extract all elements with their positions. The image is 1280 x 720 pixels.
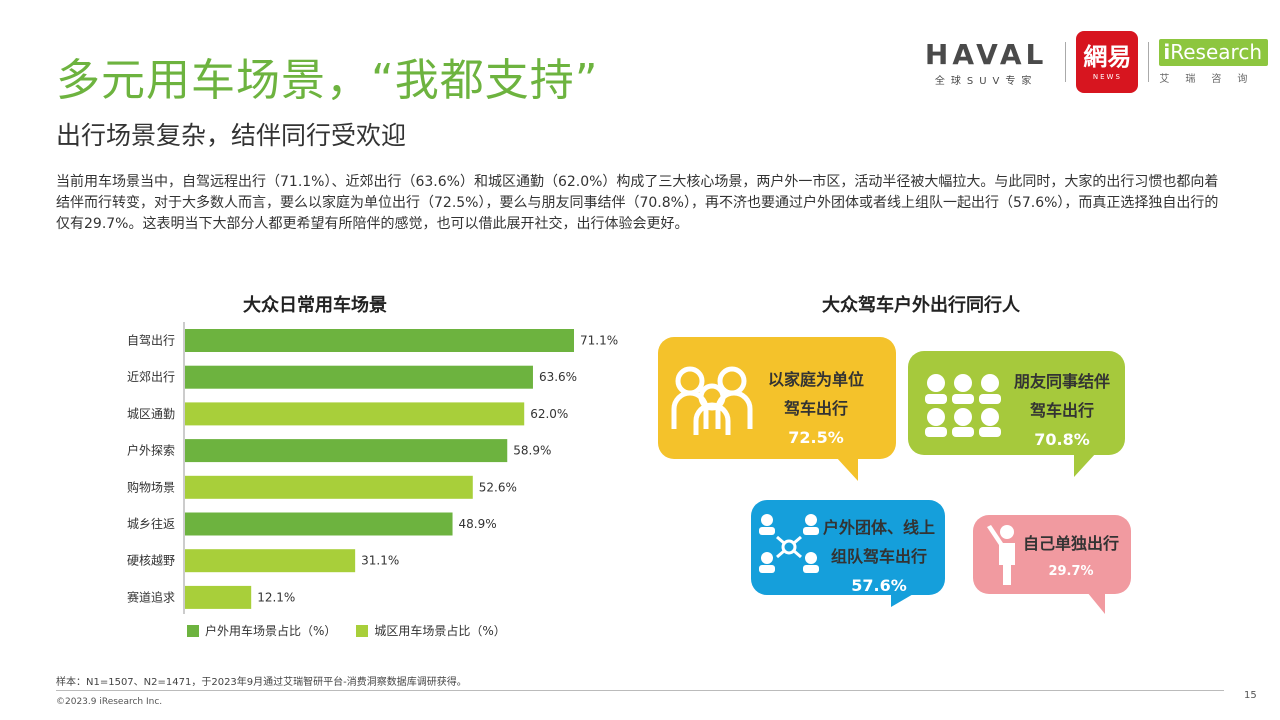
bar-chart-legend: 户外用车场景占比（%） 城区用车场景占比（%） bbox=[187, 622, 526, 639]
copyright-text: ©2023.9 iResearch Inc. bbox=[56, 697, 163, 707]
bar-category-label: 硬核越野 bbox=[127, 554, 175, 568]
iresearch-logo: iResearch 艾瑞咨询 bbox=[1155, 39, 1268, 85]
bubble-tail bbox=[1074, 453, 1096, 477]
legend-label-outdoor: 户外用车场景占比（%） bbox=[205, 624, 337, 638]
bar-value-label: 58.9% bbox=[513, 444, 551, 458]
bar-category-label: 城乡往返 bbox=[127, 516, 175, 531]
haval-logo-tagline: 全球SUV专家 bbox=[934, 75, 1038, 87]
bar bbox=[185, 549, 356, 573]
family-icon bbox=[671, 366, 753, 435]
bubble-tail bbox=[891, 593, 915, 607]
iresearch-logo-rest: Research bbox=[1170, 40, 1262, 64]
iresearch-logo-cn: 艾瑞咨询 bbox=[1159, 74, 1264, 85]
bubble-text-friends: 朋友同事结伴 驾车出行 70.8% bbox=[1002, 367, 1122, 454]
bar-category-label: 购物场景 bbox=[127, 479, 175, 494]
companions-title: 大众驾车户外出行同行人 bbox=[822, 295, 1020, 316]
netease-logo-text: 網易 bbox=[1083, 42, 1132, 71]
legend-item-outdoor: 户外用车场景占比（%） bbox=[187, 622, 336, 639]
description-paragraph: 当前用车场景当中，自驾远程出行（71.1%）、近郊出行（63.6%）和城区通勤（… bbox=[56, 174, 1219, 232]
bar bbox=[185, 585, 252, 609]
iresearch-logo-i: i bbox=[1163, 40, 1171, 64]
bar-category-label: 自驾出行 bbox=[127, 334, 175, 348]
bar-category-label: 赛道追求 bbox=[127, 589, 175, 604]
solo-person-icon bbox=[987, 525, 1015, 585]
network-icon bbox=[759, 514, 819, 573]
bubble-label-line2: 组队驾车出行 bbox=[830, 547, 927, 566]
bar-value-label: 12.1% bbox=[257, 590, 295, 604]
bar-category-label: 近郊出行 bbox=[127, 370, 175, 384]
bar-value-label: 48.9% bbox=[459, 517, 497, 531]
bar-value-label: 63.6% bbox=[539, 370, 577, 384]
bar-chart: 自驾出行 71.1% 近郊出行 63.6% 城区通勤 62.0% 户外探索 58.9% 购物场景… bbox=[127, 322, 618, 614]
bar-value-label: 52.6% bbox=[479, 480, 517, 494]
page-subtitle: 出行场景复杂，结伴同行受欢迎 bbox=[56, 121, 407, 150]
bubble-label-line1: 自己单独出行 bbox=[1022, 534, 1119, 553]
bubble-label-line1: 户外团体、线上 bbox=[822, 518, 935, 537]
bubble-label-line1: 朋友同事结伴 bbox=[1013, 372, 1110, 391]
bar bbox=[185, 402, 525, 426]
haval-logo-wordmark: HAVAL bbox=[924, 37, 1048, 71]
bar bbox=[185, 329, 574, 352]
bubble-label-line1: 以家庭为单位 bbox=[767, 370, 864, 389]
bubble-tail bbox=[1087, 592, 1105, 614]
bubble-percent: 70.8% bbox=[1034, 430, 1090, 449]
iresearch-logo-wordmark: iResearch bbox=[1159, 39, 1268, 66]
bubble-text-family: 以家庭为单位 驾车出行 72.5% bbox=[756, 365, 876, 452]
legend-label-urban: 城区用车场景占比（%） bbox=[374, 624, 506, 638]
netease-logo-subtext: NEWS bbox=[1092, 72, 1122, 81]
legend-swatch-outdoor bbox=[187, 624, 199, 637]
bar-value-label: 62.0% bbox=[530, 407, 568, 421]
bubble-tail bbox=[836, 457, 858, 481]
bubble-percent: 57.6% bbox=[851, 576, 907, 595]
page-title: 多元用车场景，“我都支持” bbox=[56, 55, 599, 106]
companion-bubble-group: 户外团体、线上 组队驾车出行 57.6% bbox=[751, 500, 945, 607]
page-number: 15 bbox=[1244, 690, 1257, 701]
bar-category-label: 城区通勤 bbox=[127, 407, 175, 421]
companion-bubble-friends: 朋友同事结伴 驾车出行 70.8% bbox=[908, 351, 1125, 477]
bar bbox=[185, 512, 453, 536]
logo-divider bbox=[1065, 42, 1067, 82]
legend-swatch-urban bbox=[356, 624, 369, 637]
friends-icon bbox=[925, 374, 1001, 437]
companion-bubble-family: 以家庭为单位 驾车出行 72.5% bbox=[658, 337, 896, 481]
bubble-text-group: 户外团体、线上 组队驾车出行 57.6% bbox=[817, 513, 941, 600]
bar bbox=[185, 475, 473, 499]
bubble-label-line2: 驾车出行 bbox=[1029, 401, 1094, 420]
bar-category-label: 户外探索 bbox=[127, 443, 175, 458]
bar bbox=[185, 365, 533, 389]
companion-bubble-solo: 自己单独出行 29.7% bbox=[973, 515, 1131, 614]
bar-chart-title: 大众日常用车场景 bbox=[243, 295, 387, 316]
footer-divider bbox=[56, 690, 1224, 691]
bubble-percent: 29.7% bbox=[1048, 564, 1094, 579]
bubble-text-solo: 自己单独出行 29.7% bbox=[1017, 530, 1125, 586]
bubble-label-line2: 驾车出行 bbox=[783, 399, 848, 418]
bar bbox=[185, 439, 508, 463]
logo-divider bbox=[1148, 42, 1150, 82]
bar-value-label: 31.1% bbox=[361, 554, 399, 568]
haval-logo: HAVAL 全球SUV专家 bbox=[925, 38, 1059, 87]
sample-footnote: 样本：N1=1507、N2=1471，于2023年9月通过艾瑞智研平台-消费洞察… bbox=[56, 677, 467, 688]
bar-value-label: 71.1% bbox=[580, 334, 618, 348]
legend-item-urban: 城区用车场景占比（%） bbox=[356, 622, 506, 639]
logo-bar: HAVAL 全球SUV专家 網易 NEWS iResearch 艾瑞咨询 bbox=[925, 30, 1268, 94]
netease-news-logo: 網易 NEWS bbox=[1076, 31, 1139, 93]
bubble-percent: 72.5% bbox=[788, 428, 844, 447]
